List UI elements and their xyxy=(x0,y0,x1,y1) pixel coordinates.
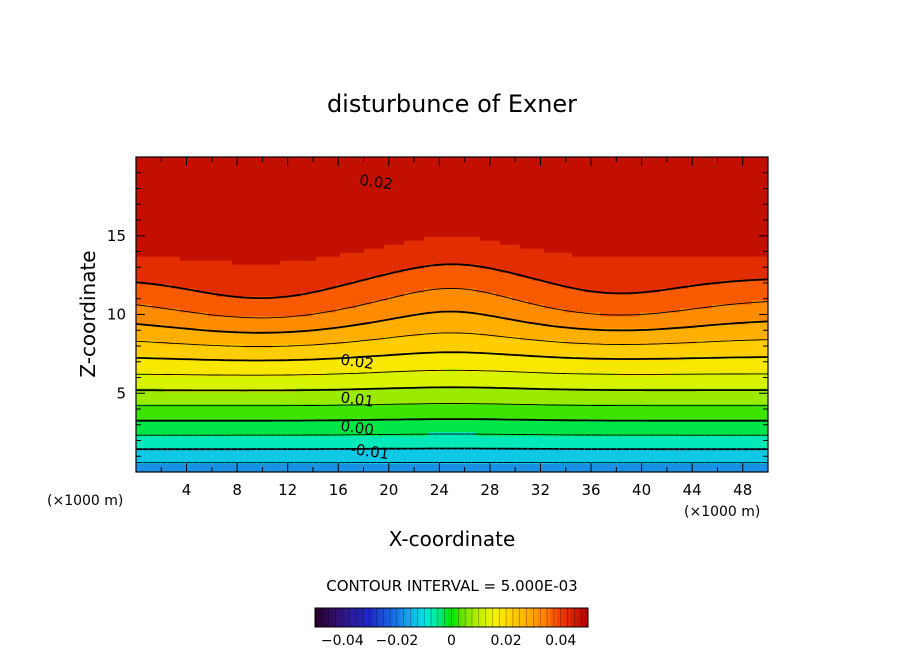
contour-label: 0.01 xyxy=(339,388,375,410)
y-tick-label: 10 xyxy=(107,306,126,324)
chart-title: disturbunce of Exner xyxy=(327,90,577,118)
x-tick-label: 40 xyxy=(632,481,651,499)
x-tick-label: 24 xyxy=(430,481,449,499)
colorbar xyxy=(314,607,589,628)
colorbar-tick-label: −0.04 xyxy=(321,633,364,649)
contour-line xyxy=(136,310,768,334)
x-tick-label: 16 xyxy=(329,481,348,499)
contour-label: 0.00 xyxy=(339,417,375,439)
x-unit-label-left: (×1000 m) xyxy=(47,493,123,509)
x-tick-label: 48 xyxy=(733,481,752,499)
contour-label: -0.01 xyxy=(349,440,390,463)
x-tick-label: 12 xyxy=(278,481,297,499)
contour-line xyxy=(136,263,768,299)
colorbar-tick-label: 0 xyxy=(447,633,456,649)
contour-interval-text: CONTOUR INTERVAL = 5.000E-03 xyxy=(326,577,577,595)
y-tick-label: 5 xyxy=(116,384,126,402)
axis-ticks xyxy=(136,157,768,472)
x-tick-label: 8 xyxy=(232,481,242,499)
x-tick-label: 28 xyxy=(480,481,499,499)
x-tick-label: 36 xyxy=(581,481,600,499)
x-tick-labels: 4 8 12 16 20 24 28 32 36 40 44 48 xyxy=(182,481,752,499)
contour-lines xyxy=(136,263,768,464)
x-unit-label-right: (×1000 m) xyxy=(684,504,760,520)
x-axis-label: X-coordinate xyxy=(389,527,516,551)
contour-label: 0.02 xyxy=(358,171,394,193)
contour-line xyxy=(136,433,768,436)
y-axis-label: Z-coordinate xyxy=(76,250,100,377)
colorbar-tick-labels: −0.04 −0.02 0 0.02 0.04 xyxy=(321,633,577,649)
contour-line xyxy=(136,418,768,422)
contour-line xyxy=(136,403,768,407)
colorbar-tick-label: 0.02 xyxy=(491,633,522,649)
contour-line xyxy=(136,351,768,362)
y-tick-labels: 5 10 15 xyxy=(107,227,126,403)
x-tick-label: 44 xyxy=(683,481,702,499)
contour-line xyxy=(136,332,768,347)
colorbar-tick-label: −0.02 xyxy=(375,633,418,649)
x-tick-label: 20 xyxy=(379,481,398,499)
contour-line xyxy=(136,287,768,319)
contour-labels: 0.02 0.02 0.01 0.00-0.01 xyxy=(339,171,394,463)
x-tick-label: 4 xyxy=(182,481,192,499)
contour-line xyxy=(136,386,768,392)
contour-line xyxy=(136,447,768,451)
y-tick-label: 15 xyxy=(107,227,126,245)
x-tick-label: 32 xyxy=(531,481,550,499)
contour-label: 0.02 xyxy=(339,351,375,373)
colorbar-tick-label: 0.04 xyxy=(545,633,576,649)
contour-line xyxy=(136,369,768,376)
filled-contour-field xyxy=(136,157,768,472)
